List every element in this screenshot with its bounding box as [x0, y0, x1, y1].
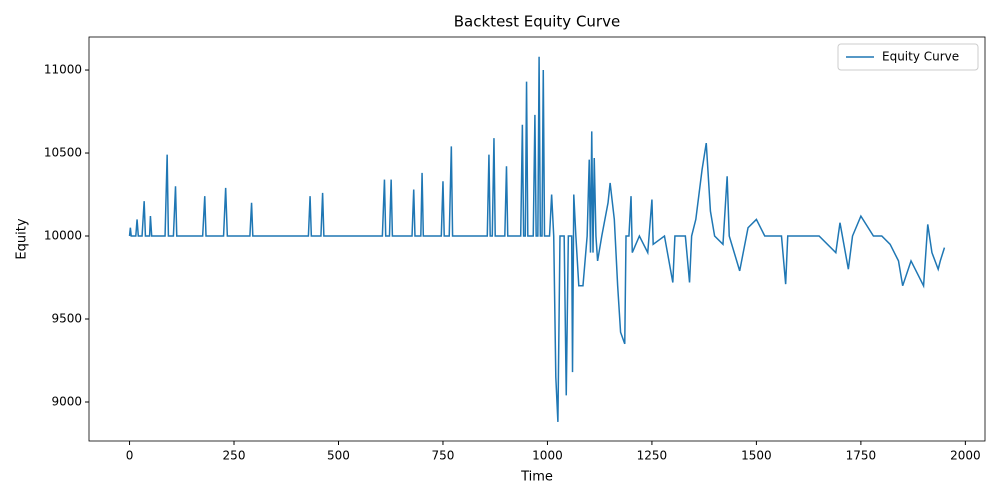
x-tick-label: 2000 — [950, 449, 981, 463]
x-tick-label: 1750 — [846, 449, 877, 463]
equity-line — [128, 56, 946, 422]
x-tick-label: 1250 — [637, 449, 668, 463]
plot-frame — [88, 36, 986, 442]
x-axis-label: Time — [520, 470, 553, 485]
x-tick-label: 1500 — [741, 449, 772, 463]
y-tick-label: 10500 — [44, 146, 82, 160]
x-tick-label: 250 — [223, 449, 246, 463]
x-tick-label: 0 — [126, 449, 134, 463]
y-axis-label: Equity — [15, 218, 30, 259]
x-tick-label: 750 — [432, 449, 455, 463]
chart-title: Backtest Equity Curve — [454, 13, 620, 31]
x-tick-label: 500 — [327, 449, 350, 463]
legend-label: Equity Curve — [882, 50, 959, 64]
y-tick-label: 9500 — [51, 312, 82, 326]
y-tick-label: 10000 — [44, 229, 82, 243]
legend-box — [837, 43, 979, 71]
x-tick-label: 1000 — [532, 449, 563, 463]
y-tick-label: 9000 — [51, 394, 82, 408]
y-tick-label: 11000 — [44, 63, 82, 77]
